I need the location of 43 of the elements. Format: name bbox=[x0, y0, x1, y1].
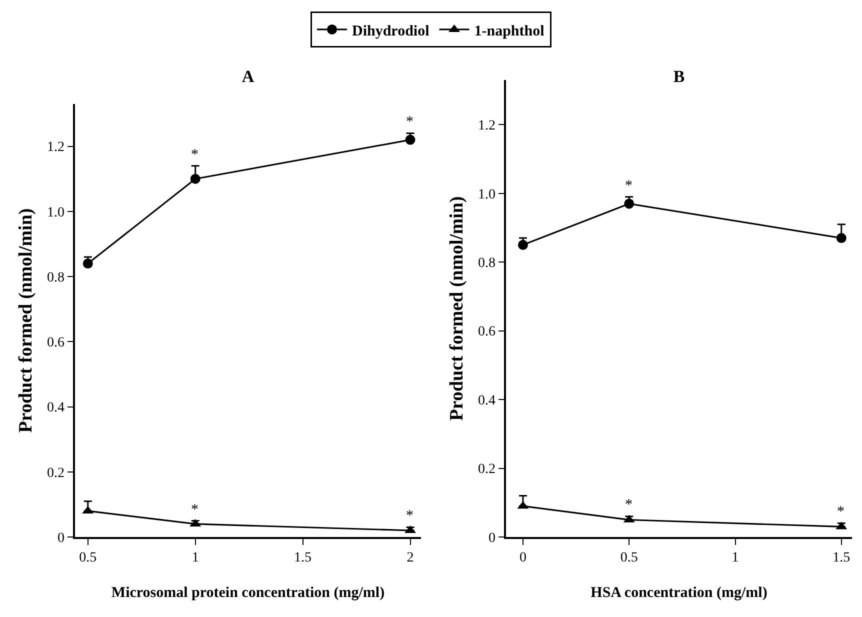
y-tick-label: 0.6 bbox=[478, 324, 496, 340]
y-axis-title: Product formed (nmol/min) bbox=[446, 196, 468, 421]
point bbox=[836, 233, 846, 244]
chart-title: B bbox=[673, 66, 685, 86]
y-tick-label: 1.0 bbox=[478, 187, 496, 202]
y-tick-label: 1.2 bbox=[46, 140, 64, 156]
annotation: * bbox=[406, 508, 414, 524]
y-tick-label: 0 bbox=[488, 530, 496, 546]
annotation: * bbox=[406, 114, 414, 130]
point bbox=[405, 134, 416, 145]
annotation: * bbox=[191, 502, 198, 518]
x-tick-label: 0 bbox=[519, 550, 526, 566]
y-tick-label: 0 bbox=[57, 530, 64, 546]
x-tick-label: 1.5 bbox=[294, 550, 312, 566]
x-tick-label: 1 bbox=[192, 550, 199, 566]
y-axis-title: Product formed (nmol/min) bbox=[15, 208, 36, 433]
annotation: * bbox=[625, 497, 632, 513]
y-tick-label: 0.6 bbox=[46, 336, 64, 351]
legend-label: Dihydrodiol bbox=[352, 23, 430, 40]
point bbox=[624, 198, 634, 209]
chart-title: A bbox=[242, 66, 255, 86]
y-tick-label: 0.2 bbox=[46, 466, 64, 481]
x-tick-label: 2 bbox=[406, 550, 414, 566]
x-tick-label: 0.5 bbox=[79, 550, 97, 566]
x-axis-title: HSA concentration (mg/ml) bbox=[590, 585, 768, 602]
y-tick-label: 1.2 bbox=[478, 118, 496, 134]
y-tick-label: 1.0 bbox=[46, 205, 64, 220]
y-tick-label: 0.8 bbox=[46, 270, 64, 286]
annotation: * bbox=[625, 178, 632, 194]
x-axis-title: Microsomal protein concentration (mg/ml) bbox=[111, 585, 385, 602]
y-tick-label: 0.8 bbox=[478, 256, 496, 272]
point bbox=[518, 240, 528, 250]
x-tick-label: 1 bbox=[732, 550, 739, 566]
annotation: * bbox=[837, 504, 844, 520]
point bbox=[82, 258, 93, 269]
y-tick-label: 0.4 bbox=[478, 393, 496, 408]
annotation: * bbox=[191, 147, 198, 163]
x-tick-label: 1.5 bbox=[832, 550, 850, 566]
y-tick-label: 0.4 bbox=[46, 400, 64, 416]
legend-label: 1-naphthol bbox=[474, 23, 544, 40]
x-tick-label: 0.5 bbox=[620, 550, 638, 566]
point bbox=[190, 174, 200, 184]
y-tick-label: 0.2 bbox=[478, 462, 496, 478]
